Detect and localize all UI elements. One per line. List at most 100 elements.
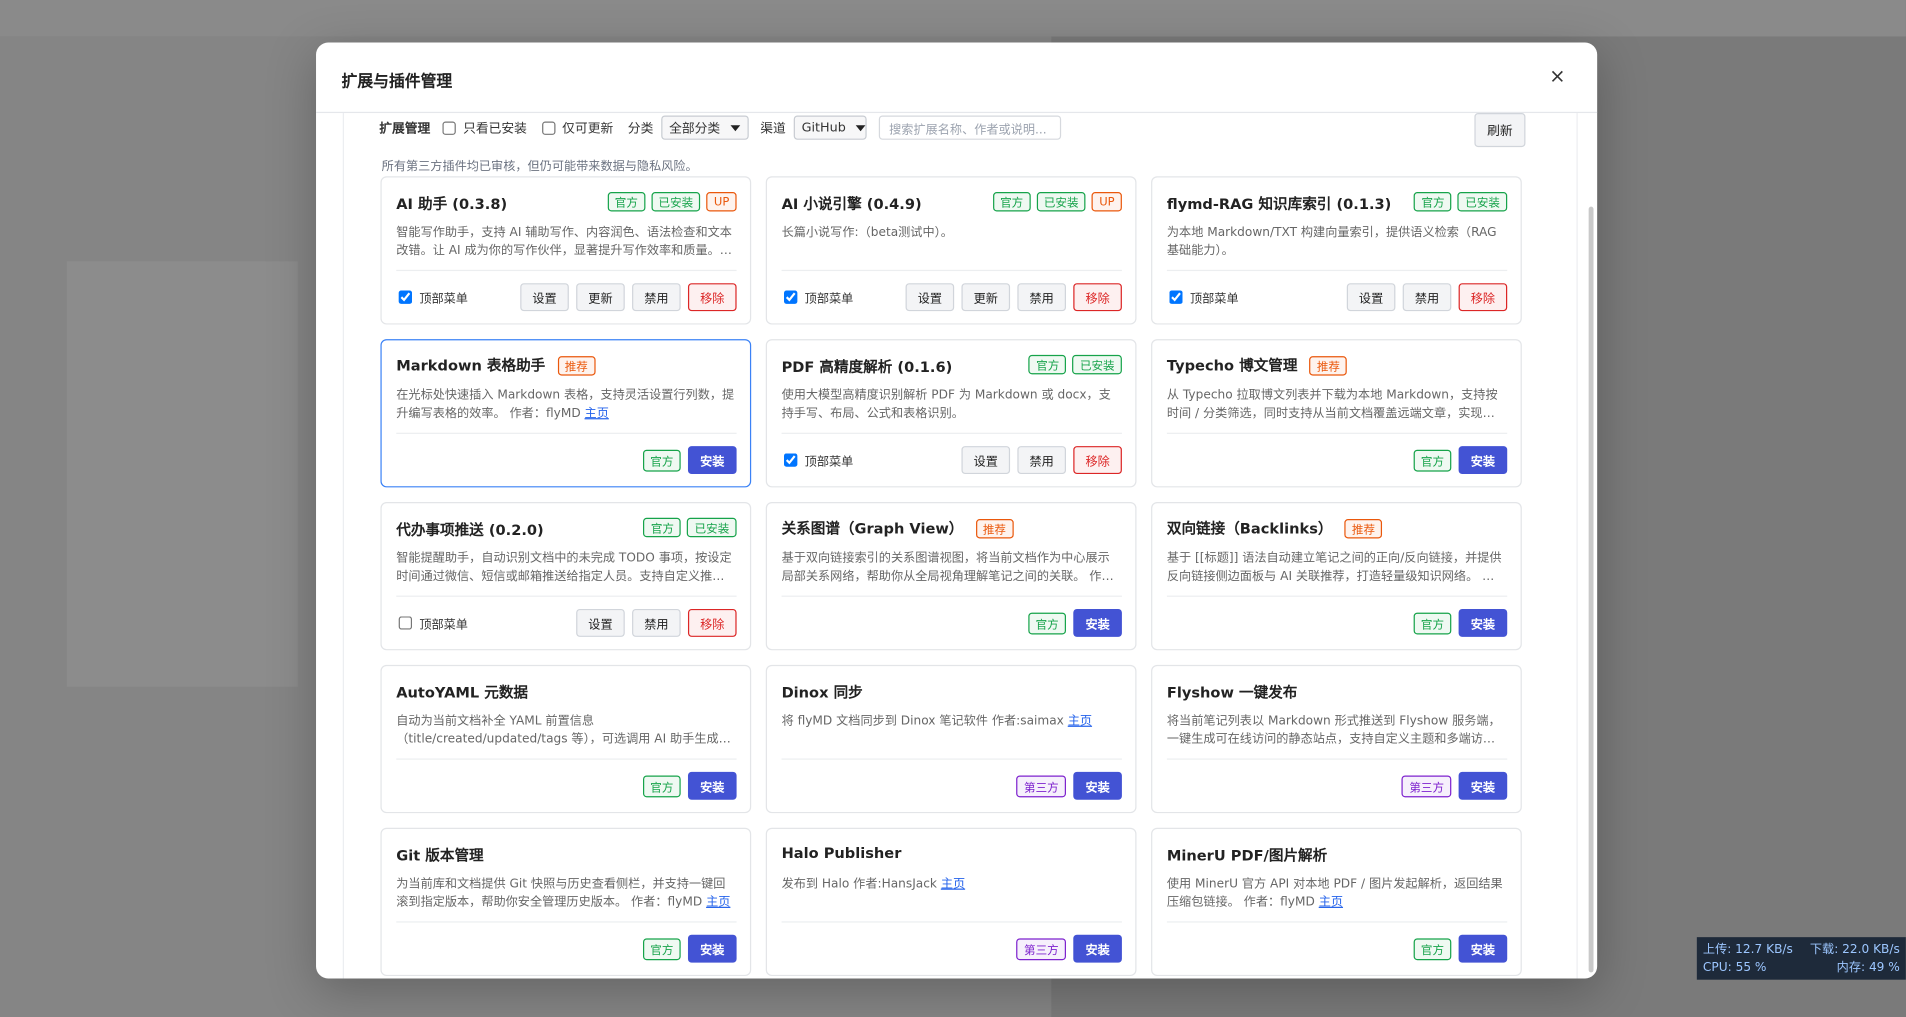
card-head: 关系图谱（Graph View） 推荐 [782, 518, 1014, 539]
action-button[interactable]: 移除 [1458, 283, 1508, 312]
action-button[interactable]: 安装 [687, 934, 737, 963]
badge: 推荐 [557, 355, 596, 375]
action-button[interactable]: 更新 [576, 283, 625, 312]
badge: 官方 [1028, 354, 1067, 375]
checkbox[interactable] [398, 290, 413, 304]
action-button[interactable]: 安装 [1458, 934, 1508, 963]
channel-label: 渠道 [760, 120, 786, 136]
card-title: Flyshow 一键发布 [1166, 684, 1298, 702]
refresh-button[interactable]: 刷新 [1474, 113, 1526, 148]
action-button[interactable]: 禁用 [1402, 283, 1452, 312]
action-button[interactable]: 安装 [1458, 771, 1508, 800]
plugin-card: flymd-RAG 知识库索引 (0.1.3) 官方 已安装 为本地 Markdown… [1151, 176, 1522, 325]
badge: 已安装 [1072, 354, 1122, 375]
action-button[interactable]: 设置 [520, 283, 569, 312]
source-tag: 官方 [1413, 937, 1452, 960]
card-footer: 第三方 安装 [781, 921, 1122, 974]
action-button[interactable]: 设置 [961, 446, 1011, 475]
card-title: 关系图谱（Graph View） [781, 520, 964, 538]
badges: 官方 已安装 UP [607, 192, 737, 212]
action-button[interactable]: 禁用 [1017, 446, 1066, 475]
checkbox[interactable] [541, 120, 555, 135]
category-select[interactable]: 全部分类 [660, 115, 749, 140]
card-footer: 顶部菜单 设置 禁用 移除 [1166, 269, 1508, 323]
filter-installed[interactable]: 只看已安装 [442, 119, 527, 137]
checkbox-label: 只看已安装 [463, 120, 527, 136]
source-tag: 官方 [642, 774, 681, 797]
card-title: 代办事项推送 (0.2.0) [396, 521, 544, 539]
plugin-dialog: 扩展与插件管理 × 扩展管理 只看已安装 仅可更新 分类 全部分类 渠道 Git… [316, 42, 1598, 979]
description-text: 自动为当前文档补全 YAML 前置信息（title/created/update… [396, 714, 731, 747]
channel-select[interactable]: GitHub [793, 115, 867, 140]
select-value: 全部分类 [669, 120, 721, 136]
card-title: Dinox 同步 [781, 684, 863, 702]
action-button[interactable]: 安装 [1073, 771, 1122, 800]
action-button[interactable]: 设置 [576, 608, 625, 637]
action-button[interactable]: 移除 [1073, 283, 1122, 312]
action-button[interactable]: 禁用 [632, 608, 681, 637]
card-description: 基于双向链接索引的关系图谱视图，将当前文档作为中心展示局部关系网络，帮助你从全局… [782, 549, 1121, 585]
checkbox[interactable] [442, 120, 456, 135]
homepage-link[interactable]: 主页 [1318, 895, 1344, 910]
toggle-label: 顶部菜单 [804, 292, 854, 307]
card-footer: 官方 安装 [1166, 595, 1508, 649]
scrollbar[interactable] [1588, 206, 1594, 973]
close-button[interactable]: × [1549, 64, 1566, 88]
plugin-card: Git 版本管理 为当前库和文档提供 Git 快照与历史查看侧栏，并支持一键回滚到… [380, 827, 752, 977]
top-menu-toggle[interactable]: 顶部菜单 [782, 451, 853, 469]
placeholder: 搜索扩展名称、作者或说明... [889, 123, 1047, 137]
action-button[interactable]: 安装 [687, 446, 737, 475]
top-menu-toggle[interactable]: 顶部菜单 [782, 288, 854, 307]
action-button[interactable]: 移除 [1073, 446, 1122, 475]
checkbox[interactable] [398, 616, 413, 630]
action-button[interactable]: 设置 [1346, 283, 1396, 312]
plugin-card: MinerU PDF/图片解析 使用 MinerU 官方 API 对本地 PDF … [1151, 827, 1522, 977]
toggle-label: 顶部菜单 [419, 618, 468, 633]
badge: UP [1091, 192, 1122, 212]
plugin-card: 代办事项推送 (0.2.0) 官方 已安装 智能提醒助手，自动识别文档中的未完成 TO… [380, 502, 752, 651]
top-menu-toggle[interactable]: 顶部菜单 [396, 288, 468, 306]
action-button[interactable]: 安装 [1073, 608, 1122, 637]
homepage-link[interactable]: 主页 [1067, 714, 1093, 729]
action-button[interactable]: 更新 [961, 283, 1011, 312]
action-button[interactable]: 安装 [1073, 934, 1122, 963]
top-menu-toggle[interactable]: 顶部菜单 [396, 614, 468, 632]
plugin-card: AI 助手 (0.3.8) 官方 已安装 UP 智能写作助手，支持 AI 辅助写作、内容… [380, 176, 752, 325]
source-tag: 官方 [642, 449, 681, 472]
card-footer: 顶部菜单 设置 禁用 移除 [781, 432, 1122, 486]
source-tag: 官方 [1413, 612, 1452, 634]
plugin-card: Typecho 博文管理 推荐从 Typecho 拉取博文列表并下载为本地 Mar… [1151, 339, 1522, 488]
top-menu-toggle[interactable]: 顶部菜单 [1167, 288, 1239, 306]
badge: 官方 [1414, 192, 1452, 212]
source-tag: 第三方 [1016, 937, 1066, 960]
description-text: 使用大模型高精度识别解析 PDF 为 Markdown 或 docx，支持手写、… [781, 388, 1111, 421]
card-actions: 设置 禁用 移除 [961, 446, 1122, 475]
badge: 官方 [643, 517, 682, 538]
action-button[interactable]: 移除 [687, 283, 737, 312]
filter-updatable[interactable]: 仅可更新 [541, 119, 613, 137]
card-actions: 设置 禁用 移除 [576, 608, 737, 637]
card-description: 在光标处快速插入 Markdown 表格，支持灵活设置行列数，提升编写表格的效率… [396, 387, 735, 423]
action-button[interactable]: 禁用 [1017, 283, 1066, 312]
checkbox[interactable] [783, 290, 798, 304]
homepage-link[interactable]: 主页 [940, 877, 966, 891]
checkbox[interactable] [783, 453, 798, 467]
checkbox[interactable] [1169, 290, 1183, 304]
action-button[interactable]: 设置 [905, 283, 955, 312]
description-text: 为当前库和文档提供 Git 快照与历史查看侧栏，并支持一键回滚到指定版本，帮助你… [396, 877, 726, 910]
action-button[interactable]: 安装 [1458, 608, 1508, 637]
homepage-link[interactable]: 主页 [584, 407, 609, 421]
card-footer: 官方 安装 [1166, 921, 1508, 974]
homepage-link[interactable]: 主页 [706, 895, 731, 910]
description-text: 使用 MinerU 官方 API 对本地 PDF / 图片发起解析，返回结果压缩… [1166, 877, 1503, 910]
cpu: CPU: 55 % [1702, 961, 1767, 975]
action-button[interactable]: 禁用 [632, 283, 681, 312]
card-footer: 第三方 安装 [781, 758, 1122, 811]
card-head: Typecho 博文管理 推荐 [1167, 355, 1348, 376]
action-button[interactable]: 安装 [687, 771, 737, 800]
badge: 已安装 [1036, 192, 1086, 212]
action-button[interactable]: 移除 [687, 608, 737, 637]
action-button[interactable]: 安装 [1458, 446, 1508, 475]
search-input[interactable]: 搜索扩展名称、作者或说明... [878, 115, 1061, 140]
source-tag: 官方 [1028, 612, 1066, 634]
